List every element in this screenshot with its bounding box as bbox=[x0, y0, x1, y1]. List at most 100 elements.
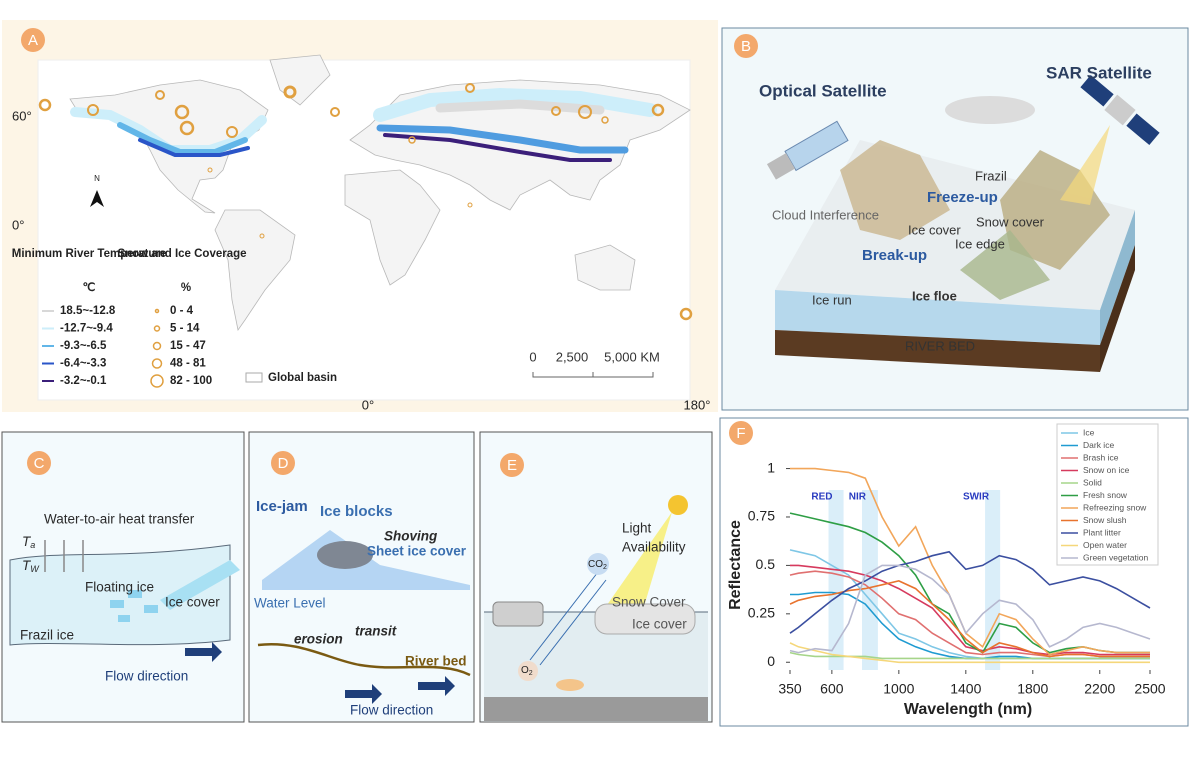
panel-label: B bbox=[741, 38, 751, 55]
series-line bbox=[789, 550, 1151, 634]
d-label: Sheet ice cover bbox=[367, 544, 467, 559]
bubble bbox=[518, 661, 538, 681]
y-tick-label: 0.25 bbox=[748, 605, 775, 621]
ice-cover bbox=[160, 560, 240, 610]
river-bed bbox=[257, 642, 471, 677]
legend-label: 82 - 100 bbox=[170, 375, 212, 387]
y-tick-label: 0.5 bbox=[756, 556, 776, 572]
symbol: O bbox=[521, 665, 529, 676]
zone bbox=[435, 99, 605, 115]
d-label: transit bbox=[355, 624, 397, 639]
b-label: RIVER BED bbox=[905, 338, 975, 353]
legend-label: Fresh snow bbox=[1083, 490, 1128, 500]
c-label: Flow direction bbox=[105, 669, 188, 684]
d-label: River bed bbox=[405, 654, 467, 669]
y-tick-label: 0 bbox=[767, 653, 775, 669]
panel-badge bbox=[27, 451, 51, 475]
scale-label: 5,000 KM bbox=[604, 349, 660, 364]
water-side bbox=[1100, 210, 1135, 345]
legend-label: Snow on ice bbox=[1083, 465, 1130, 475]
symbol: T bbox=[22, 534, 32, 549]
light-beam bbox=[600, 512, 672, 620]
ice-blocks bbox=[317, 541, 373, 569]
e-label: Light bbox=[622, 521, 652, 536]
cloud bbox=[945, 96, 1035, 124]
sediment bbox=[484, 697, 708, 721]
zone bbox=[138, 138, 250, 157]
panel-label: E bbox=[507, 457, 517, 474]
lon-label: 0° bbox=[362, 397, 374, 412]
lat-label: 0° bbox=[12, 217, 24, 232]
d-label: erosion bbox=[294, 632, 343, 647]
y-tick-label: 0.75 bbox=[748, 508, 775, 524]
b-label: Cloud Interference bbox=[772, 207, 879, 222]
b-stage: Break-up bbox=[862, 247, 927, 264]
panel-c: C Water-to-air heat transfer Ta TW Float… bbox=[1, 431, 245, 723]
flow-arrow bbox=[185, 642, 222, 662]
subscript: 2 bbox=[529, 670, 533, 677]
subscript: a bbox=[30, 540, 35, 550]
riverbed-front bbox=[775, 330, 1100, 372]
legend-box bbox=[1056, 423, 1159, 566]
mountain bbox=[960, 230, 1050, 300]
e-label: Ice cover bbox=[632, 617, 687, 632]
legend-label: 5 - 14 bbox=[170, 323, 200, 335]
mountain bbox=[840, 140, 950, 240]
panel-badge bbox=[271, 451, 295, 475]
sar-beam bbox=[1060, 125, 1110, 205]
legend-label: -3.2~-0.1 bbox=[60, 375, 107, 387]
scale-label: 2,500 bbox=[556, 349, 589, 364]
ice-block bbox=[492, 601, 544, 627]
africa bbox=[344, 169, 441, 286]
north-label: N bbox=[94, 174, 100, 183]
legend-swatch bbox=[150, 374, 164, 388]
panel-badge bbox=[734, 34, 758, 58]
sun bbox=[668, 495, 688, 515]
coverage-points bbox=[38, 83, 693, 321]
y-tick-label: 1 bbox=[767, 459, 775, 475]
x-axis-title: Wavelength (nm) bbox=[904, 701, 1032, 718]
x-tick-label: 600 bbox=[820, 681, 844, 697]
legend-unit: % bbox=[181, 282, 191, 294]
flow-arrow bbox=[345, 684, 382, 704]
b-label: Frazil bbox=[975, 168, 1007, 183]
b-stage: Freeze-up bbox=[927, 189, 998, 206]
lat-label: 60° bbox=[12, 108, 32, 123]
australia bbox=[574, 244, 636, 291]
series-line bbox=[789, 642, 1150, 664]
subscript: W bbox=[30, 564, 40, 574]
legend-swatch bbox=[152, 341, 162, 351]
x-tick-label: 2200 bbox=[1084, 681, 1115, 697]
c-label: Water-to-air heat transfer bbox=[44, 512, 195, 527]
x-tick-label: 350 bbox=[778, 681, 802, 697]
b-label: Ice edge bbox=[955, 236, 1005, 251]
temperature-zones bbox=[70, 87, 657, 162]
ice-block bbox=[594, 603, 696, 635]
optical-satellite bbox=[766, 120, 849, 180]
band bbox=[828, 490, 844, 670]
legend-label: Snow slush bbox=[1083, 515, 1127, 525]
panel-label: A bbox=[28, 32, 38, 49]
y-axis-title: Reflectance bbox=[727, 520, 744, 610]
map-legend: 18.5~-12.8 -12.7~-9.4 -9.3~-6.5 -6.4~-3.3 -3… bbox=[42, 305, 212, 388]
gas-arrows bbox=[529, 571, 607, 666]
e-label: Snow Cover bbox=[612, 595, 686, 610]
band-label: SWIR bbox=[963, 492, 990, 503]
e-gas: CO2 bbox=[588, 559, 607, 571]
legend-label: Solid bbox=[1083, 477, 1102, 487]
riverbed-side bbox=[1100, 245, 1135, 372]
fish bbox=[556, 679, 584, 691]
panel-badge bbox=[729, 421, 753, 445]
b-label: Snow cover bbox=[976, 214, 1045, 229]
legend-label: Ice bbox=[1083, 427, 1095, 437]
legend-label: -9.3~-6.5 bbox=[60, 340, 107, 352]
water-front bbox=[775, 290, 1100, 345]
b-label: Ice floe bbox=[912, 288, 957, 303]
panel-e: E Light Availability CO2 O2 Snow Cover I… bbox=[479, 431, 713, 723]
legend-title-text: Minimum River Temperature bbox=[12, 248, 166, 260]
b-label: Ice run bbox=[812, 292, 852, 307]
band-label: NIR bbox=[849, 492, 867, 503]
x-tick-label: 1400 bbox=[950, 681, 981, 697]
flow-arrow bbox=[418, 676, 455, 696]
